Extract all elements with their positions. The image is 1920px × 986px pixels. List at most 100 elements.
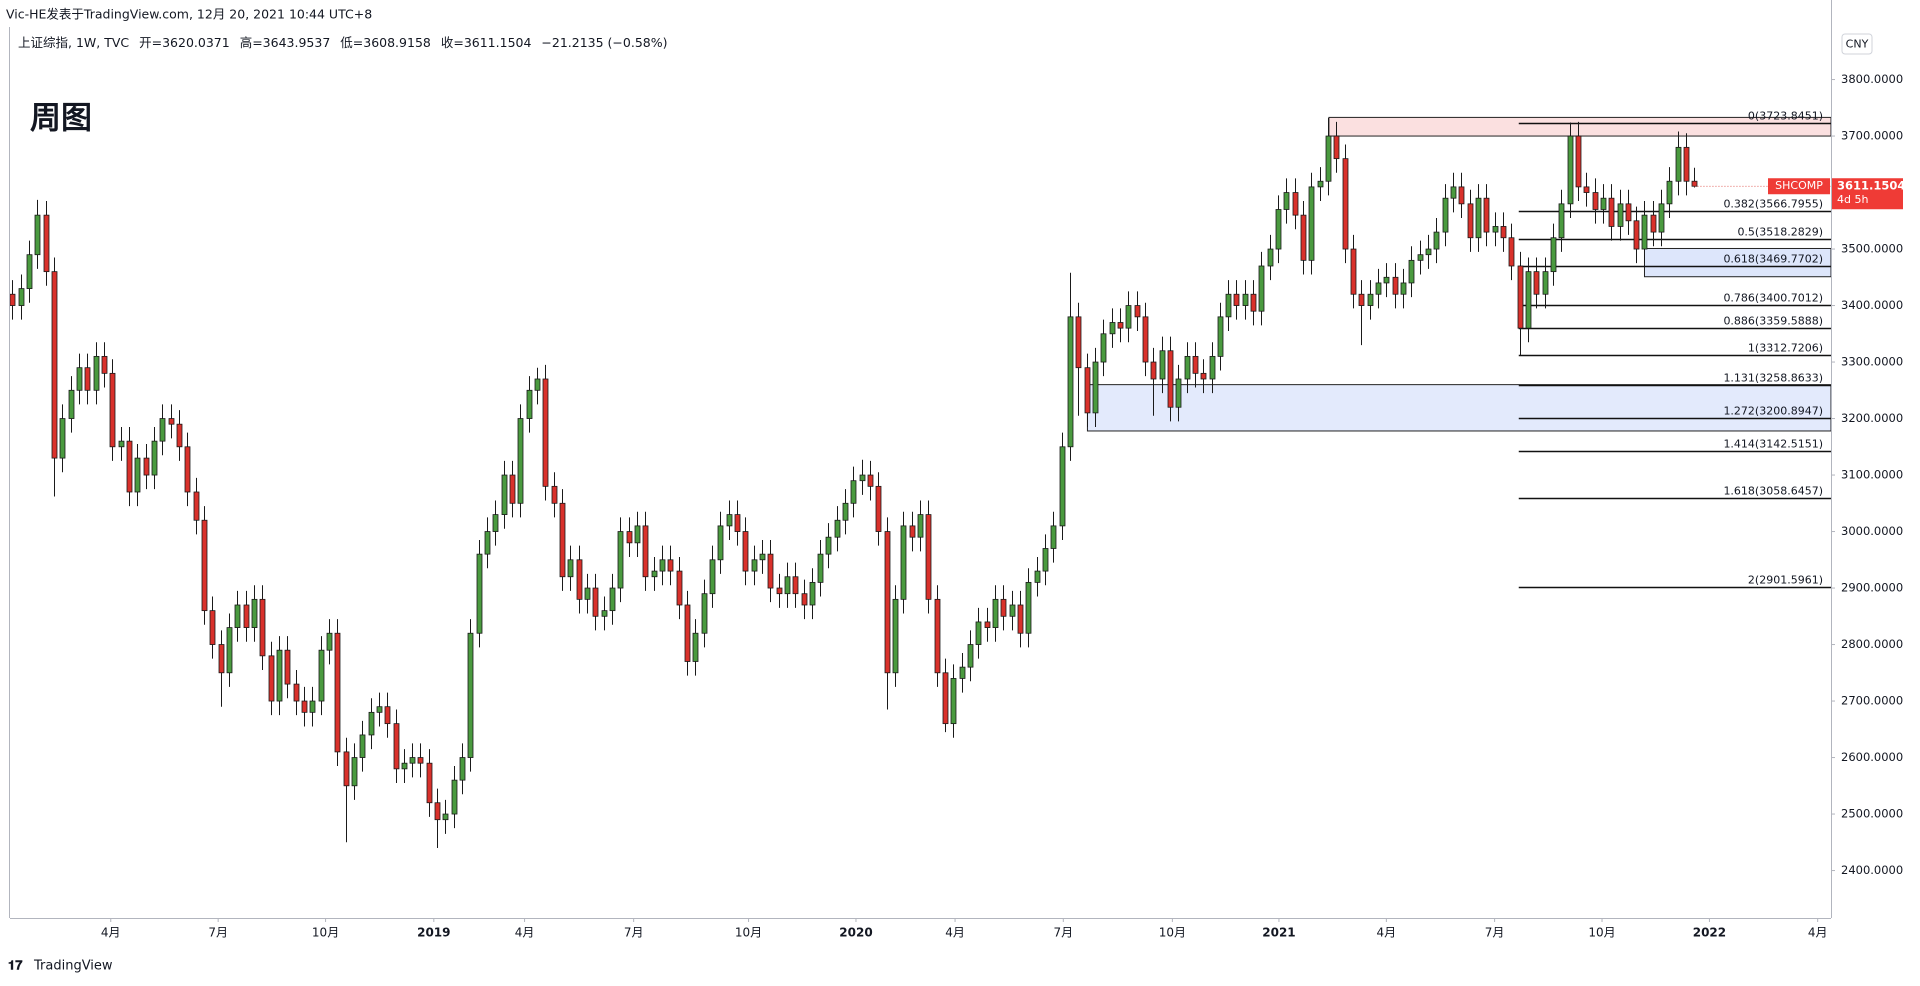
candle-body [1250, 293, 1257, 312]
candle-body [1392, 276, 1399, 295]
y-tick-label: 3400.0000 [1841, 298, 1903, 312]
candle-body [351, 757, 358, 787]
candle-body [1575, 135, 1582, 188]
fib-label: 0(3723.8451) [1748, 110, 1823, 123]
candle-body [1225, 293, 1232, 318]
fib-label: 0.886(3359.5888) [1723, 315, 1823, 328]
fib-label: 0.5(3518.2829) [1737, 226, 1823, 239]
candle-body [1075, 316, 1082, 369]
candle-body [676, 570, 683, 606]
candle-body [168, 418, 175, 425]
change: −21.2135 (−0.58%) [541, 35, 667, 50]
candle-body [134, 457, 141, 493]
symbol-tag-label: SHCOMP [1775, 179, 1823, 192]
candle-body [93, 355, 100, 391]
candle-body [1400, 282, 1407, 295]
candle-body [193, 491, 200, 521]
candle-body [1617, 203, 1624, 227]
high-label: 高= [240, 35, 263, 50]
candle-body [1600, 197, 1607, 210]
candle-body [825, 536, 832, 555]
candle-body [1233, 293, 1240, 306]
candle-body [159, 418, 166, 442]
candle-body [476, 553, 483, 634]
x-tick-label: 4月 [1808, 926, 1828, 940]
candle-body [293, 683, 300, 702]
candle-body [1458, 186, 1465, 205]
candle-body [967, 644, 974, 668]
candle-body [767, 553, 774, 589]
candle-body [734, 514, 741, 532]
high-value: 3643.9537 [263, 35, 331, 50]
candle-body [701, 593, 708, 634]
candle-body [626, 531, 633, 544]
y-tick-label: 3500.0000 [1841, 242, 1903, 256]
candle-body [659, 559, 666, 572]
candle-body [609, 587, 616, 612]
candle-body [1034, 570, 1041, 583]
low-label: 低= [340, 35, 363, 50]
candle-body [651, 570, 658, 578]
candle-body [792, 576, 799, 595]
candle-body [576, 559, 583, 600]
candle-body [1159, 350, 1166, 380]
candle-body [1109, 322, 1116, 335]
y-tick-label: 3200.0000 [1841, 411, 1903, 425]
candle-body [218, 644, 225, 674]
candle-body [1059, 446, 1066, 527]
x-tick-label: 10月 [735, 926, 762, 940]
x-tick-label: 4月 [515, 926, 535, 940]
low-value: 3608.9158 [363, 35, 431, 50]
candle-body [1350, 248, 1357, 295]
candle-body [959, 666, 966, 679]
candle-body [850, 480, 857, 504]
currency[interactable]: CNY [1846, 38, 1869, 51]
candle-body [492, 514, 499, 532]
candle-body [34, 214, 41, 256]
fib-label: 1.618(3058.6457) [1723, 485, 1823, 498]
candle-body [442, 813, 449, 821]
candle-body [534, 378, 541, 391]
candle-body [459, 757, 466, 781]
candle-body [1000, 598, 1007, 617]
candle-body [43, 214, 50, 273]
footer-brand: TradingView [33, 959, 113, 974]
x-tick-label: 7月 [208, 926, 228, 940]
candle-body [1308, 186, 1315, 261]
candle-body [567, 559, 574, 578]
candle-body [451, 779, 458, 815]
candle-body [1583, 186, 1590, 193]
candle-body [384, 706, 391, 725]
currency-button[interactable] [1841, 33, 1873, 55]
x-tick-label: 2021 [1262, 926, 1295, 940]
candle-body [909, 525, 916, 538]
candle-body [1683, 146, 1690, 182]
candle-body [143, 457, 150, 476]
candle-body [1017, 604, 1024, 634]
candle-body [1142, 316, 1149, 363]
candle-body [1625, 203, 1632, 222]
candle-body [601, 610, 608, 617]
candle-body [1658, 203, 1665, 233]
candle-body [18, 288, 25, 306]
candle-body [834, 519, 841, 538]
x-tick-label: 7月 [624, 926, 644, 940]
candle-body [251, 598, 258, 628]
symbol: 上证综指, 1W, TVC [18, 35, 129, 50]
fib-label: 0.786(3400.7012) [1723, 292, 1823, 305]
candle-body [226, 627, 233, 674]
candle-body [1433, 231, 1440, 250]
footer-logo: 𝟏𝟕 [8, 959, 23, 974]
fib-label: 0.618(3469.7702) [1723, 253, 1823, 266]
candle-body [1267, 248, 1274, 267]
candle-body [334, 632, 341, 753]
y-tick-label: 2700.0000 [1841, 694, 1903, 708]
candle-body [1650, 214, 1657, 233]
candle-body [368, 711, 375, 736]
candle-body [426, 762, 433, 804]
price-tag-label: 3611.1504 [1837, 179, 1905, 193]
candle-body [1425, 248, 1432, 256]
candle-body [1333, 135, 1340, 160]
candle-body [501, 474, 508, 515]
candle-body [551, 485, 558, 504]
